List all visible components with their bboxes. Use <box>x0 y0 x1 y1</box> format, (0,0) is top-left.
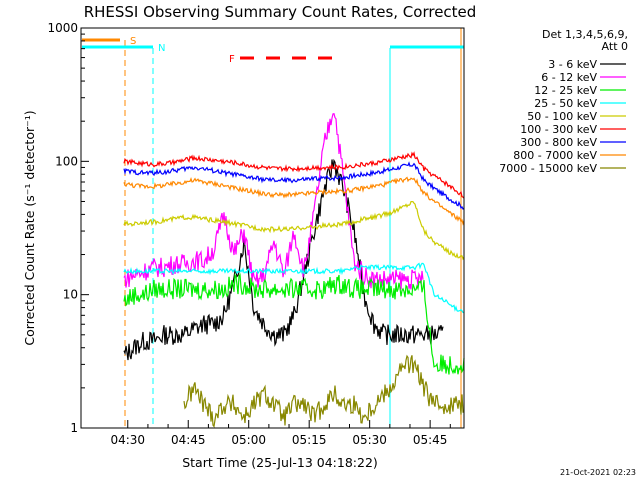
y-tick-label: 10 <box>63 288 78 302</box>
legend-label: 100 - 300 keV <box>520 123 597 136</box>
legend-label: 50 - 100 keV <box>527 110 597 123</box>
annotation-label: F <box>229 54 235 65</box>
annotation-label: S <box>130 36 136 47</box>
x-tick-label: 05:30 <box>352 433 387 447</box>
series-line <box>123 161 465 211</box>
legend-label: 3 - 6 keV <box>548 58 597 71</box>
chart-title: RHESSI Observing Summary Count Rates, Co… <box>84 3 477 21</box>
series-line <box>123 273 465 375</box>
legend-label: 12 - 25 keV <box>534 84 597 97</box>
series-line <box>123 176 465 226</box>
series-line <box>123 262 465 314</box>
legend-label: 6 - 12 keV <box>541 71 597 84</box>
x-tick-label: 04:30 <box>110 433 145 447</box>
series-line <box>123 151 465 199</box>
series-line <box>123 201 465 261</box>
y-axis: 1 10 100 1000 <box>47 21 89 435</box>
x-tick-label: 04:45 <box>171 433 206 447</box>
legend-label: 300 - 800 keV <box>520 136 597 149</box>
x-axis: 04:30 04:45 05:00 05:15 05:30 05:45 <box>110 420 451 447</box>
chart-marks: S N F <box>82 28 464 428</box>
series-line <box>183 354 464 428</box>
legend-label: 25 - 50 keV <box>534 97 597 110</box>
y-tick-label: 1 <box>70 421 78 435</box>
x-axis-label: Start Time (25-Jul-13 04:18:22) <box>182 455 378 470</box>
legend-header-attenuator: Att 0 <box>602 40 628 53</box>
series-line <box>123 158 444 361</box>
annotation-label: N <box>158 43 165 54</box>
y-tick-label: 100 <box>55 154 78 168</box>
y-axis-label: Corrected Count Rate (s⁻¹ detector⁻¹) <box>22 110 37 345</box>
x-tick-label: 05:15 <box>292 433 327 447</box>
x-tick-label: 05:00 <box>231 433 266 447</box>
y-tick-label: 1000 <box>47 21 78 35</box>
date-stamp: 21-Oct-2021 02:23 <box>560 468 636 477</box>
x-tick-label: 05:45 <box>413 433 448 447</box>
plot-frame <box>80 27 465 429</box>
series-line <box>123 113 424 290</box>
series-lines <box>123 113 465 428</box>
legend-label: 7000 - 15000 keV <box>499 162 597 175</box>
legend-header-detectors: Det 1,3,4,5,6,9, <box>542 28 628 41</box>
legend-label: 800 - 7000 keV <box>513 149 597 162</box>
